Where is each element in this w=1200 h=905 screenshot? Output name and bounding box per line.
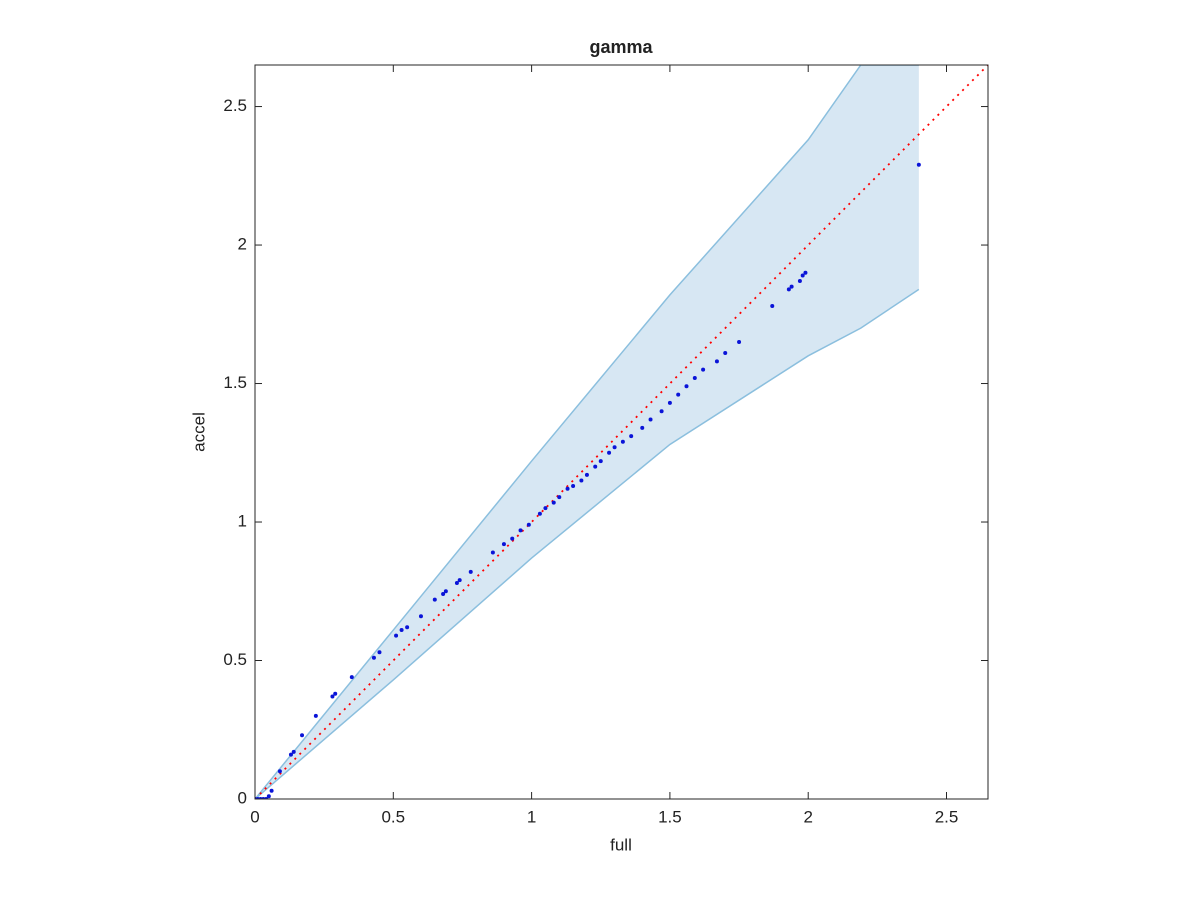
point <box>543 506 548 511</box>
x-tick-label: 2.5 <box>935 807 959 826</box>
point <box>684 384 689 389</box>
point <box>701 367 706 372</box>
point <box>291 749 296 754</box>
point <box>490 550 495 555</box>
point <box>468 569 473 574</box>
point <box>266 794 271 799</box>
point <box>770 303 775 308</box>
y-tick-label: 0 <box>238 788 247 807</box>
point <box>277 769 282 774</box>
point <box>501 542 506 547</box>
point <box>620 439 625 444</box>
plot-area <box>255 65 988 799</box>
y-tick-label: 2.5 <box>223 96 247 115</box>
point <box>797 279 802 284</box>
point <box>349 675 354 680</box>
band-edge <box>255 288 920 799</box>
point <box>714 359 719 364</box>
point <box>526 522 531 527</box>
point <box>789 284 794 289</box>
point <box>584 472 589 477</box>
point <box>692 375 697 380</box>
point <box>557 495 562 500</box>
point <box>640 425 645 430</box>
point <box>330 694 335 699</box>
point <box>629 434 634 439</box>
x-axis-label: full <box>610 835 632 854</box>
point <box>612 445 617 450</box>
point <box>510 536 515 541</box>
axes-box <box>254 64 989 800</box>
point <box>443 589 448 594</box>
band-edge <box>255 65 919 799</box>
y-axis-label: accel <box>189 412 208 452</box>
band-fill <box>255 65 919 799</box>
point <box>333 691 338 696</box>
point <box>667 400 672 405</box>
point <box>607 450 612 455</box>
point <box>288 752 293 757</box>
reference-line <box>255 65 988 799</box>
point <box>454 580 459 585</box>
x-tick-label: 0 <box>250 807 259 826</box>
point <box>269 788 274 793</box>
chart-title: gamma <box>589 37 653 57</box>
point <box>537 511 542 516</box>
x-tick-label: 2 <box>803 807 812 826</box>
point <box>399 628 404 633</box>
point <box>800 273 805 278</box>
point <box>313 713 318 718</box>
point <box>916 162 921 167</box>
x-tick-label: 0.5 <box>381 807 405 826</box>
point <box>441 592 446 597</box>
point <box>659 409 664 414</box>
y-tick-label: 0.5 <box>223 650 247 669</box>
x-tick-label: 1.5 <box>658 807 682 826</box>
point <box>518 528 523 533</box>
point <box>457 578 462 583</box>
point <box>551 500 556 505</box>
point <box>300 733 305 738</box>
point <box>371 655 376 660</box>
y-tick-label: 1.5 <box>223 373 247 392</box>
point <box>418 614 423 619</box>
point <box>394 633 399 638</box>
point <box>405 625 410 630</box>
point <box>432 597 437 602</box>
x-tick-label: 1 <box>527 807 536 826</box>
point <box>593 464 598 469</box>
point <box>723 351 728 356</box>
point <box>598 459 603 464</box>
point <box>786 287 791 292</box>
point <box>648 417 653 422</box>
y-tick-label: 1 <box>238 512 247 531</box>
point <box>377 650 382 655</box>
point <box>737 339 742 344</box>
point <box>803 270 808 275</box>
point <box>571 484 576 489</box>
point <box>579 478 584 483</box>
y-tick-label: 2 <box>238 235 247 254</box>
point <box>676 392 681 397</box>
point <box>565 486 570 491</box>
